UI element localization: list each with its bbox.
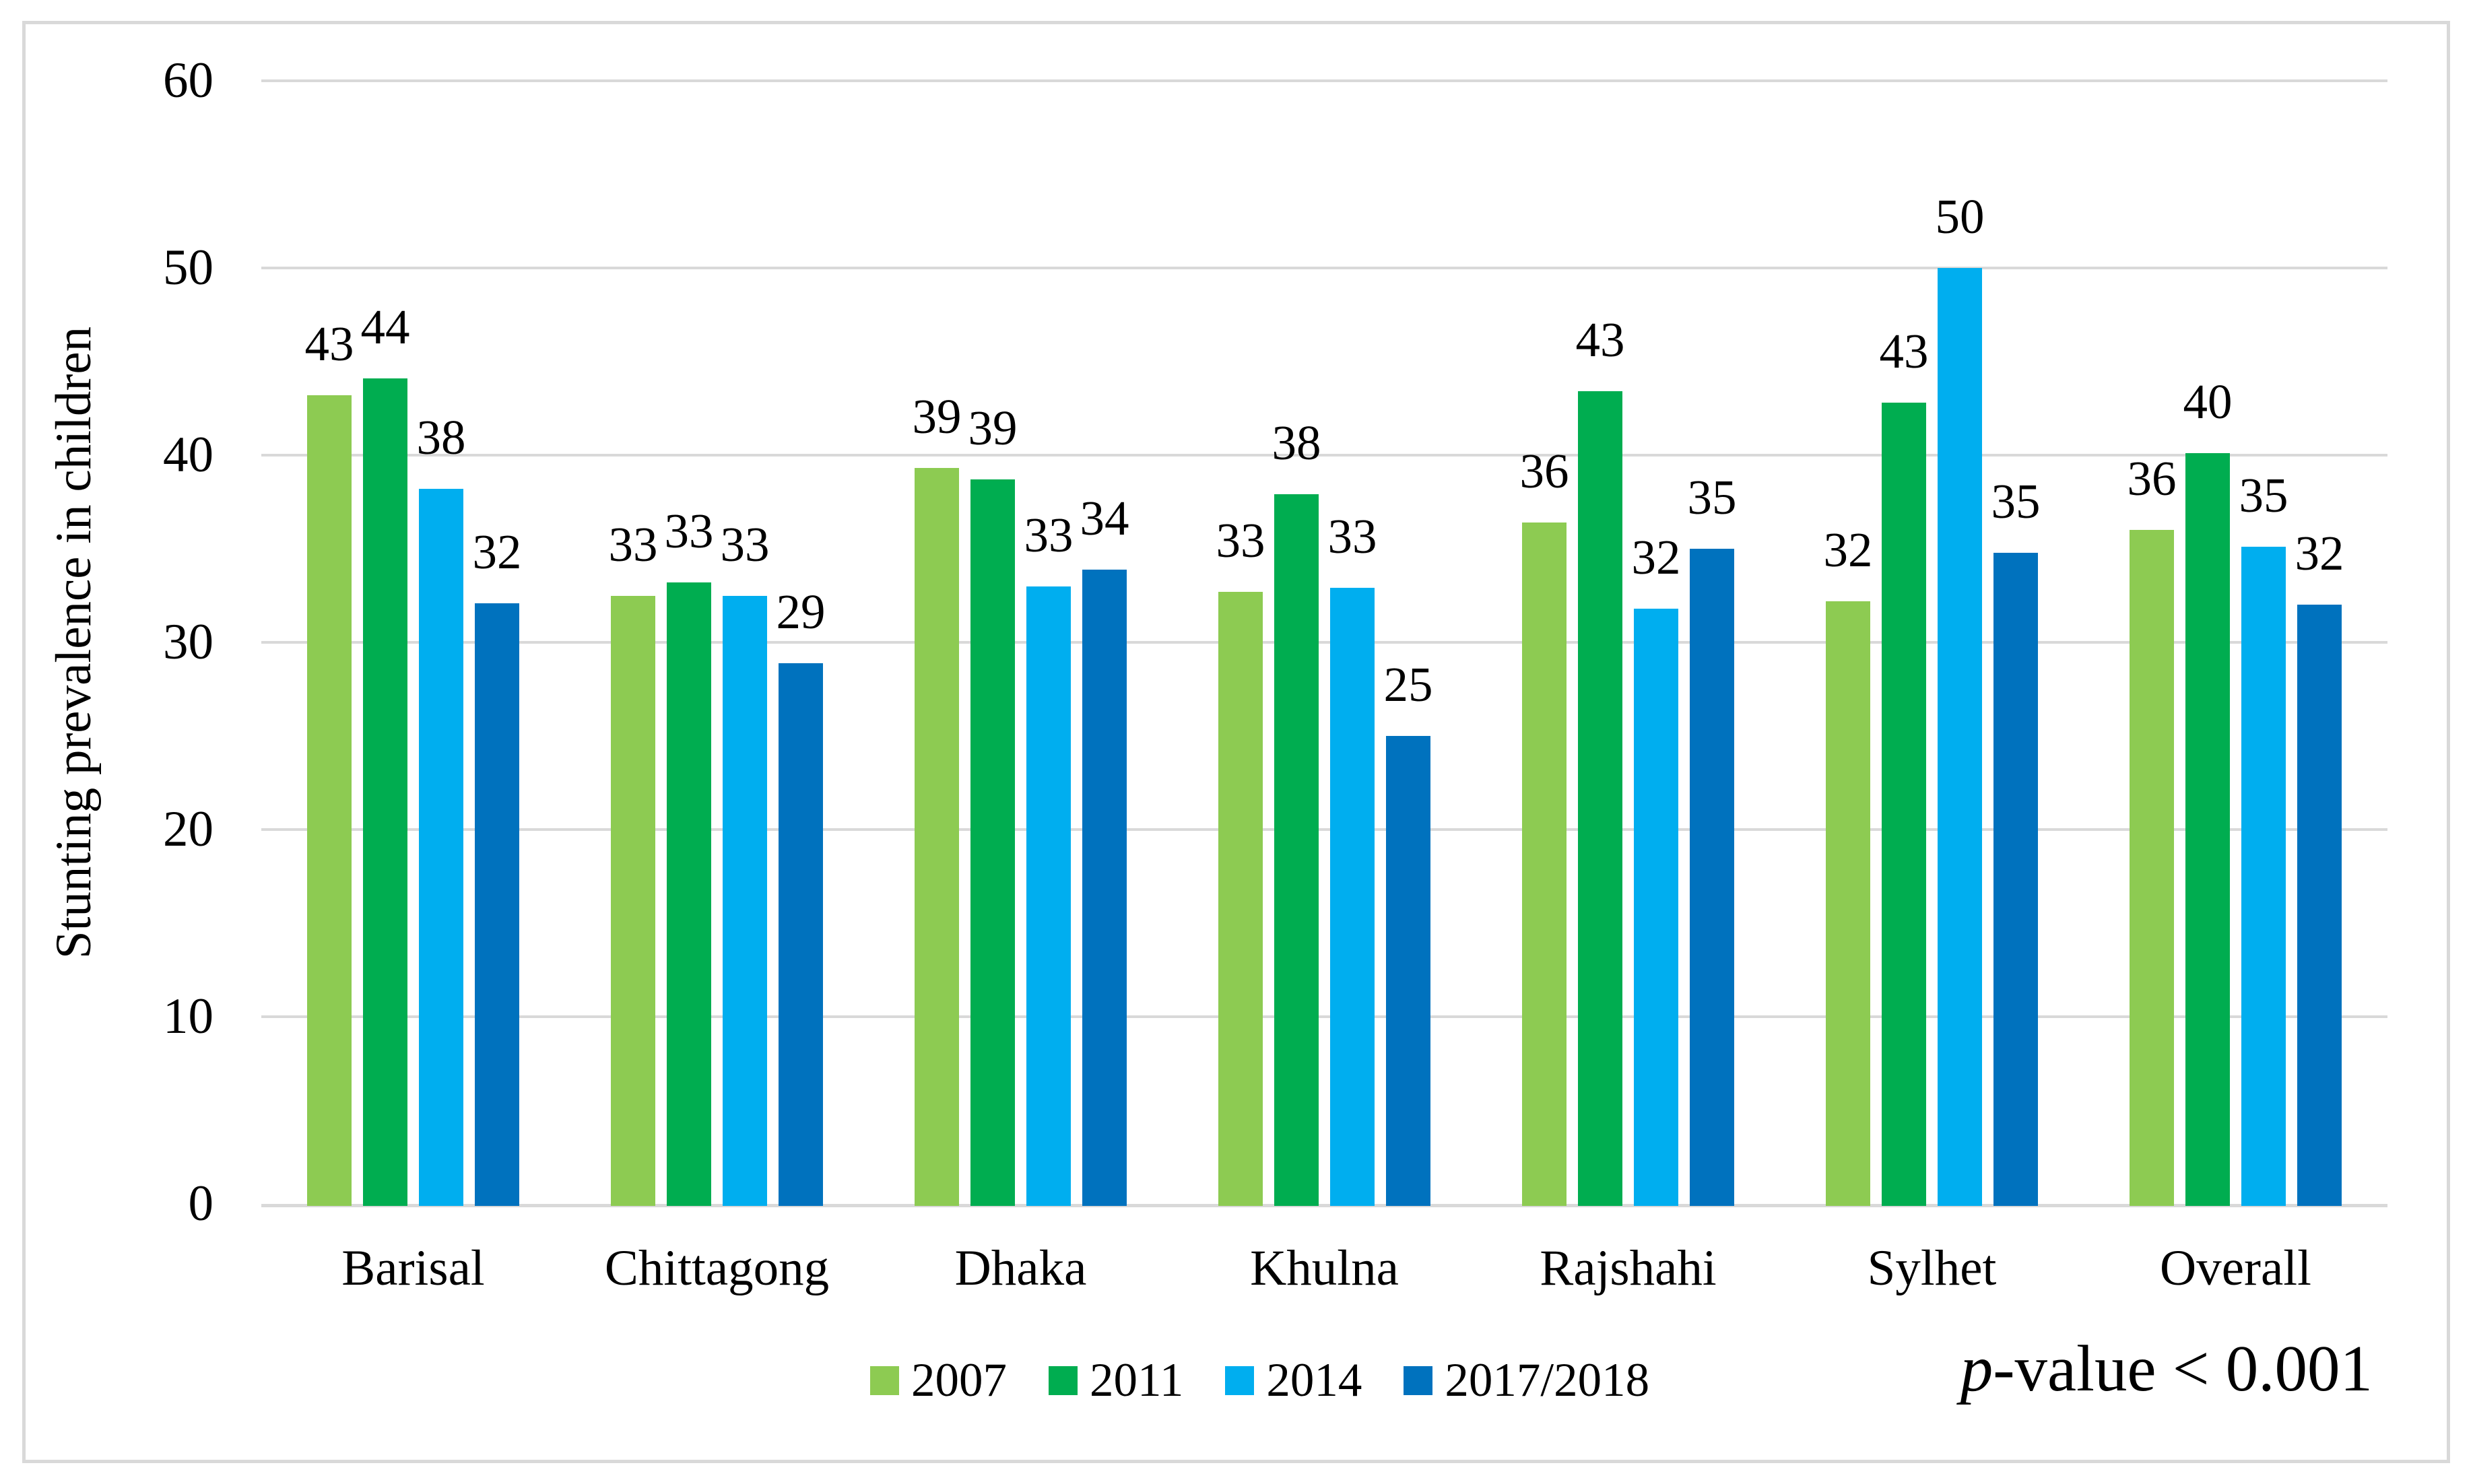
bar-sylhet-2014 xyxy=(1938,268,1982,1206)
y-tick-label-50: 50 xyxy=(163,240,213,296)
bar-value-label-dhaka-2007: 39 xyxy=(912,389,962,444)
x-axis-label-khulna: Khulna xyxy=(1250,1240,1399,1296)
bar-rajshahi-2007 xyxy=(1522,522,1567,1206)
bar-chittagong-2007 xyxy=(611,595,655,1206)
bar-value-label-chittagong-2017/2018: 29 xyxy=(776,584,826,639)
bar-rajshahi-2011 xyxy=(1578,391,1622,1206)
p-value-italic-p: p xyxy=(1960,1333,1993,1405)
bar-value-label-khulna-2014: 33 xyxy=(1327,509,1377,564)
x-axis-label-overall: Overall xyxy=(2160,1240,2311,1296)
bar-value-label-rajshahi-2014: 32 xyxy=(1631,529,1681,584)
legend-label-2014: 2014 xyxy=(1266,1353,1362,1407)
legend-swatch-2007 xyxy=(870,1365,899,1395)
gridline-60 xyxy=(261,79,2387,82)
bar-dhaka-2014 xyxy=(1026,586,1071,1206)
bar-barisal-2011 xyxy=(363,378,407,1206)
y-tick-label-10: 10 xyxy=(163,988,213,1044)
bar-value-label-overall-2017/2018: 32 xyxy=(2295,526,2344,581)
bar-rajshahi-2014 xyxy=(1634,608,1678,1206)
y-tick-label-60: 60 xyxy=(163,53,213,108)
legend-label-2011: 2011 xyxy=(1090,1353,1184,1407)
legend-item-2014: 2014 xyxy=(1225,1353,1362,1407)
gridline-50 xyxy=(261,267,2387,269)
bar-chittagong-2017/2018 xyxy=(779,663,823,1206)
x-axis-label-dhaka: Dhaka xyxy=(954,1240,1087,1296)
bar-barisal-2007 xyxy=(307,395,352,1206)
bar-chittagong-2014 xyxy=(723,595,767,1206)
legend-swatch-2017/2018 xyxy=(1404,1365,1433,1395)
bar-value-label-khulna-2017/2018: 25 xyxy=(1383,657,1433,712)
bar-value-label-khulna-2007: 33 xyxy=(1216,512,1265,568)
bar-value-label-rajshahi-2007: 36 xyxy=(1519,444,1569,499)
bar-value-label-overall-2014: 35 xyxy=(2239,468,2288,523)
gridline-40 xyxy=(261,454,2387,457)
bar-value-label-chittagong-2014: 33 xyxy=(720,516,770,572)
bar-value-label-chittagong-2007: 33 xyxy=(608,516,658,572)
bar-rajshahi-2017/2018 xyxy=(1690,549,1734,1206)
legend-swatch-2014 xyxy=(1225,1365,1255,1395)
y-tick-label-40: 40 xyxy=(163,427,213,483)
bar-sylhet-2011 xyxy=(1882,403,1926,1206)
bar-value-label-barisal-2017/2018: 32 xyxy=(472,524,522,579)
bar-barisal-2014 xyxy=(419,489,463,1206)
x-axis-label-sylhet: Sylhet xyxy=(1867,1240,1997,1296)
bar-value-label-overall-2007: 36 xyxy=(2127,451,2177,506)
bar-value-label-sylhet-2011: 43 xyxy=(1879,324,1929,379)
bar-khulna-2011 xyxy=(1274,494,1319,1206)
bar-value-label-barisal-2014: 38 xyxy=(416,410,466,465)
bar-khulna-2014 xyxy=(1330,588,1375,1206)
gridline-30 xyxy=(261,641,2387,644)
bar-value-label-overall-2011: 40 xyxy=(2183,374,2233,430)
y-tick-label-30: 30 xyxy=(163,614,213,670)
legend-item-2007: 2007 xyxy=(870,1353,1007,1407)
legend-item-2017/2018: 2017/2018 xyxy=(1404,1353,1650,1407)
bar-value-label-chittagong-2011: 33 xyxy=(664,504,714,559)
bar-khulna-2007 xyxy=(1218,591,1263,1206)
legend-label-2017/2018: 2017/2018 xyxy=(1445,1353,1650,1407)
y-tick-label-20: 20 xyxy=(163,801,213,857)
bar-value-label-khulna-2011: 38 xyxy=(1272,415,1321,471)
legend-label-2007: 2007 xyxy=(911,1353,1007,1407)
legend-item-2011: 2011 xyxy=(1049,1353,1184,1407)
x-axis-label-chittagong: Chittagong xyxy=(604,1240,830,1296)
bar-overall-2011 xyxy=(2185,453,2230,1206)
gridline-20 xyxy=(261,828,2387,831)
bar-value-label-rajshahi-2011: 43 xyxy=(1575,312,1625,368)
legend: 2007 2011 2014 2017/2018 xyxy=(870,1355,1649,1406)
bar-value-label-barisal-2007: 43 xyxy=(304,316,354,372)
bar-value-label-dhaka-2011: 39 xyxy=(968,401,1018,456)
p-value-text: -value < 0.001 xyxy=(1993,1333,2373,1405)
bar-overall-2017/2018 xyxy=(2297,605,2342,1206)
x-axis-label-barisal: Barisal xyxy=(341,1240,485,1296)
bar-overall-2007 xyxy=(2130,530,2174,1206)
bar-dhaka-2007 xyxy=(915,468,959,1206)
bar-value-label-sylhet-2007: 32 xyxy=(1823,522,1873,577)
bar-value-label-dhaka-2014: 33 xyxy=(1024,507,1074,562)
x-axis-line xyxy=(261,1204,2387,1207)
bar-chittagong-2011 xyxy=(667,582,711,1206)
gridline-10 xyxy=(261,1015,2387,1018)
bar-value-label-sylhet-2017/2018: 35 xyxy=(1991,473,2041,529)
p-value-annotation: p-value < 0.001 xyxy=(1960,1336,2373,1401)
x-axis-label-rajshahi: Rajshahi xyxy=(1540,1240,1717,1296)
bar-value-label-rajshahi-2017/2018: 35 xyxy=(1687,470,1737,525)
bar-dhaka-2017/2018 xyxy=(1082,569,1127,1206)
bar-overall-2014 xyxy=(2241,547,2286,1206)
bar-barisal-2017/2018 xyxy=(475,603,519,1206)
bar-sylhet-2017/2018 xyxy=(1993,552,2038,1206)
bar-khulna-2017/2018 xyxy=(1386,736,1430,1206)
bar-value-label-barisal-2011: 44 xyxy=(360,300,410,355)
bar-sylhet-2007 xyxy=(1826,601,1870,1206)
bar-value-label-dhaka-2017/2018: 34 xyxy=(1080,490,1129,545)
y-tick-label-0: 0 xyxy=(188,1176,214,1232)
bar-value-label-sylhet-2014: 50 xyxy=(1935,189,1985,244)
legend-swatch-2011 xyxy=(1049,1365,1078,1395)
bar-dhaka-2011 xyxy=(970,479,1015,1206)
